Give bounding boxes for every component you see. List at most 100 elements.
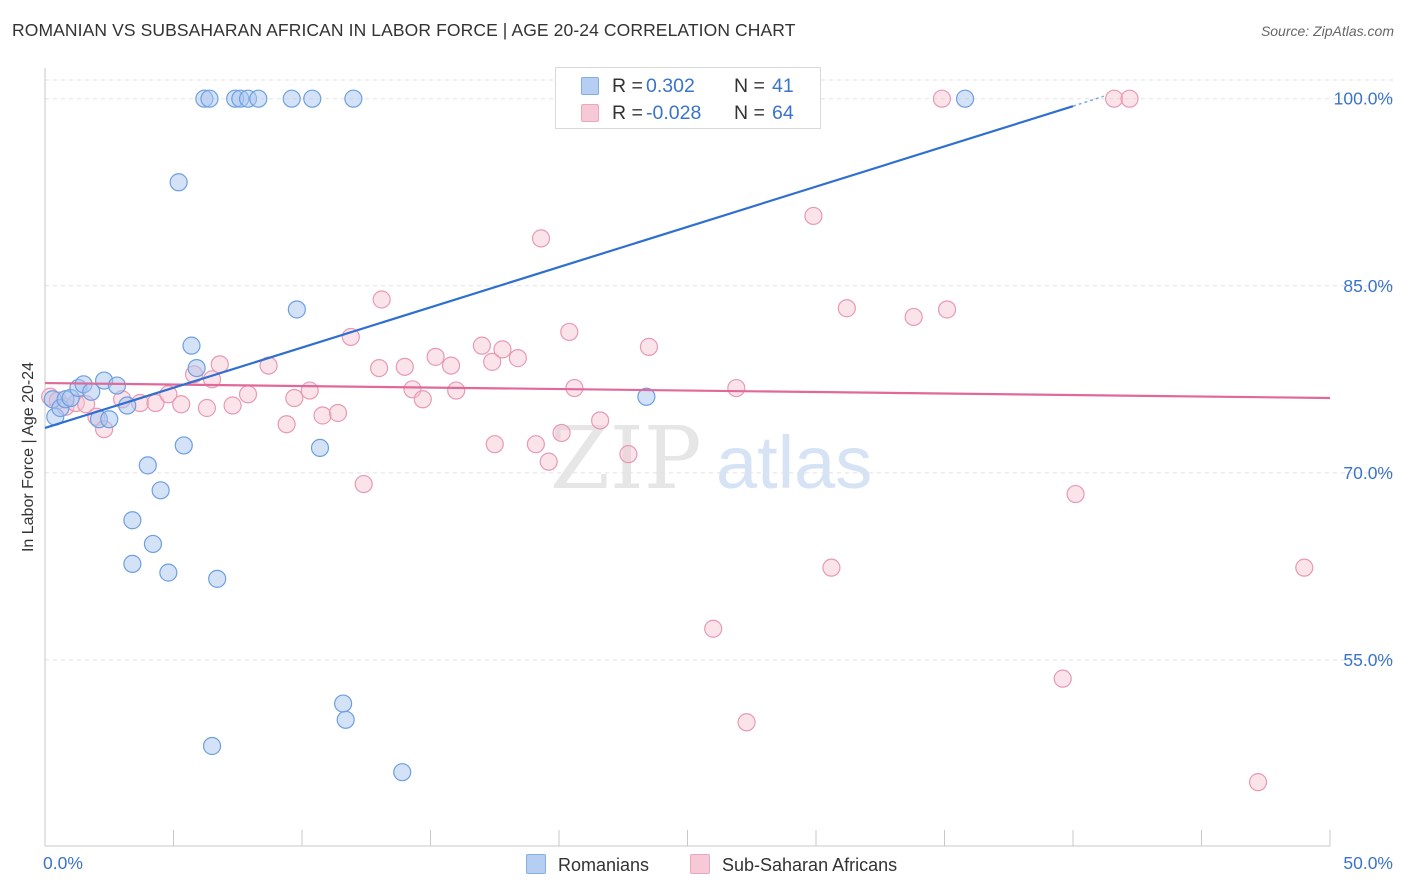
- subsaharan-point: [354, 474, 373, 494]
- subsaharan-point: [172, 395, 191, 414]
- subsaharan-point: [904, 307, 923, 327]
- subsaharan-point: [285, 388, 304, 408]
- watermark-zip: ZIP: [550, 409, 702, 509]
- romanian-point: [334, 694, 353, 713]
- romanian-point: [138, 456, 157, 475]
- correlation-legend: R = 0.302 N = 41 R = -0.028 N = 64: [555, 67, 821, 129]
- watermark-atlas: atlas: [716, 421, 872, 504]
- n-value: 41: [772, 75, 794, 97]
- subsaharan-point: [441, 356, 461, 375]
- romanian-point: [200, 89, 219, 108]
- subsaharan-point: [395, 357, 414, 376]
- romanian-point: [123, 511, 142, 530]
- n-value: 64: [772, 102, 794, 124]
- romanian-point: [249, 89, 268, 108]
- romanian-point: [282, 89, 301, 108]
- romanians-swatch: [581, 77, 599, 95]
- romanians-trend-line: [44, 105, 1074, 430]
- source-credit: Source: ZipAtlas.com: [1260, 23, 1394, 39]
- subsaharan-point: [1248, 773, 1268, 792]
- subsaharan-point: [447, 381, 466, 400]
- subsaharan-point: [1066, 484, 1085, 504]
- subsaharan-point: [932, 89, 952, 108]
- subsaharan-point: [370, 358, 389, 378]
- subsaharan-point: [300, 381, 319, 400]
- subsaharan-point: [822, 558, 841, 577]
- subsaharan-point: [639, 337, 659, 356]
- subsaharan-point: [727, 378, 746, 398]
- romanian-point: [955, 89, 975, 108]
- r-value: 0.302: [646, 75, 695, 97]
- romanian-point: [107, 376, 127, 395]
- subsaharan-point: [485, 435, 504, 454]
- romanian-point: [637, 387, 656, 406]
- subsaharan-point: [1053, 669, 1072, 688]
- subsaharan-point: [1105, 89, 1124, 108]
- n-label: N =: [734, 75, 765, 97]
- legend-label: Romanians: [558, 855, 650, 875]
- romanian-point: [187, 358, 206, 378]
- r-label: R =: [612, 102, 643, 124]
- subsaharan-point: [804, 206, 823, 226]
- series-legend: Romanians Sub-Saharan Africans: [0, 852, 1406, 878]
- subsaharan-point: [560, 322, 579, 342]
- romanian-point: [202, 736, 222, 756]
- romanian-point: [143, 534, 163, 554]
- n-label: N =: [734, 102, 765, 124]
- r-value: -0.028: [646, 102, 702, 124]
- subsaharan-point: [238, 385, 258, 404]
- subsaharan-point: [1120, 89, 1139, 108]
- y-tick-label: 100.0%: [1334, 89, 1393, 109]
- romanian-point: [310, 438, 330, 458]
- subsaharan-point: [552, 423, 571, 443]
- romanian-point: [393, 763, 412, 782]
- subsaharan-point: [483, 352, 502, 371]
- tick-labels: 55.0% 70.0% 85.0% 100.0% 0.0% 50.0%: [43, 89, 1393, 873]
- subsaharan-point: [223, 396, 242, 415]
- subsaharan-trend-line: [44, 381, 1331, 400]
- y-tick-label: 85.0%: [1343, 276, 1393, 296]
- legend-label: Sub-Saharan Africans: [722, 855, 898, 875]
- subsaharan-swatch: [690, 854, 710, 874]
- x-tick-label: 0.0%: [43, 853, 83, 873]
- subsaharan-point: [472, 336, 491, 355]
- romanians-trend-extension: [1072, 95, 1105, 107]
- subsaharan-point: [565, 378, 584, 398]
- subsaharan-point: [1295, 558, 1314, 577]
- subsaharan-point: [531, 229, 551, 248]
- subsaharan-point: [737, 713, 756, 732]
- subsaharan-point: [619, 445, 638, 464]
- subsaharan-point: [493, 340, 512, 359]
- zipatlas-watermark: ZIP atlas: [550, 409, 872, 509]
- subsaharan-point: [591, 411, 610, 430]
- subsaharan-point: [937, 300, 957, 319]
- romanian-point: [208, 569, 227, 588]
- subsaharan-point: [508, 349, 527, 368]
- romanian-point: [169, 173, 188, 192]
- romanian-point: [287, 300, 306, 319]
- romanian-point: [344, 89, 363, 108]
- subsaharan-point: [277, 415, 296, 434]
- y-tick-label: 55.0%: [1343, 650, 1393, 670]
- subsaharan-point: [313, 406, 332, 425]
- subsaharan-point: [372, 290, 391, 309]
- romanian-point: [336, 710, 355, 729]
- subsaharan-point: [413, 390, 432, 409]
- y-tick-label: 70.0%: [1343, 463, 1393, 483]
- subsaharan-point: [328, 403, 348, 423]
- romanian-point: [151, 481, 170, 500]
- romanian-point: [182, 336, 201, 355]
- subsaharan-point: [539, 452, 558, 471]
- subsaharan-point: [197, 398, 217, 418]
- subsaharan-point: [837, 299, 856, 318]
- grid-lines: [45, 79, 1395, 661]
- trend-lines: [44, 95, 1331, 430]
- subsaharan-point: [704, 619, 723, 638]
- subsaharan-point: [426, 347, 445, 366]
- r-label: R =: [612, 75, 643, 97]
- romanian-point: [174, 436, 193, 455]
- subsaharan-point: [526, 435, 545, 454]
- romanian-point: [100, 410, 119, 429]
- romanian-point: [303, 89, 322, 108]
